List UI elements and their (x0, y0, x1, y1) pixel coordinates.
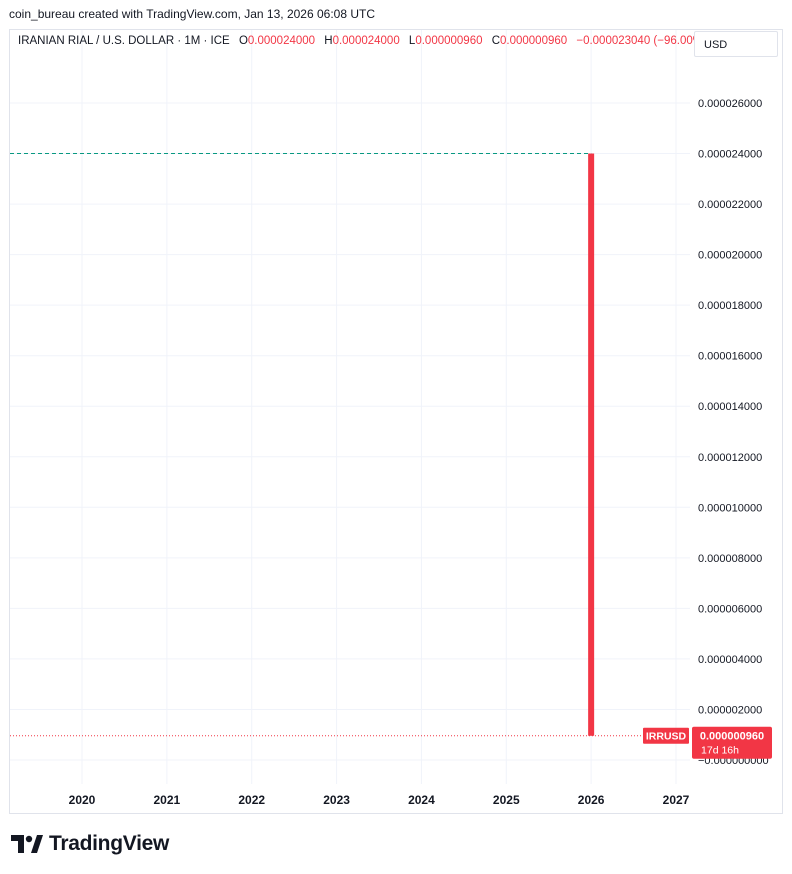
x-tick-label: 2021 (154, 793, 181, 807)
x-tick-label: 2023 (323, 793, 350, 807)
x-tick-label: 2025 (493, 793, 520, 807)
y-tick-label: 0.000018000 (698, 300, 762, 312)
ohlc-legend: IRANIAN RIAL / U.S. DOLLAR · 1M · ICE O0… (18, 35, 707, 47)
y-tick-label: 0.000020000 (698, 250, 762, 262)
x-tick-label: 2024 (408, 793, 435, 807)
high-label: H (324, 35, 333, 47)
high-value: 0.000024000 (332, 35, 400, 47)
y-tick-label: 0.000002000 (698, 704, 762, 716)
y-tick-label: 0.000016000 (698, 351, 762, 363)
tradingview-logo-icon (11, 835, 43, 853)
price-tag-countdown: 17d 16h (701, 745, 739, 757)
symbol-label: IRANIAN RIAL / U.S. DOLLAR · 1M · ICE (18, 35, 230, 47)
change-value: −0.000023040 (−96.00%) (576, 35, 707, 47)
close-label: C (491, 35, 500, 47)
tradingview-logo[interactable]: TradingView (11, 832, 169, 856)
low-value: 0.000000960 (415, 35, 483, 47)
x-tick-label: 2020 (69, 793, 96, 807)
close-value: 0.000000960 (500, 35, 568, 47)
low-label: L (408, 35, 416, 47)
brand-name: TradingView (49, 832, 170, 855)
y-tick-label: 0.000004000 (698, 654, 762, 666)
open-value: 0.000024000 (247, 35, 316, 47)
y-tick-label: 0.000010000 (698, 502, 762, 514)
y-tick-label: 0.000012000 (698, 452, 762, 464)
y-tick-label: 0.000024000 (698, 149, 762, 161)
candle-body (588, 153, 595, 736)
y-tick-label: 0.000026000 (698, 98, 762, 110)
x-tick-label: 2022 (238, 793, 265, 807)
currency-button[interactable]: USD (694, 31, 778, 57)
chart-caption: coin_bureau created with TradingView.com… (9, 7, 375, 21)
chart-frame (9, 29, 783, 814)
x-tick-label: 2026 (578, 793, 605, 807)
y-tick-label: 0.000008000 (698, 553, 762, 565)
ticker-tag (643, 727, 689, 744)
price-tag-value: 0.000000960 (700, 731, 764, 743)
y-tick-label: 0.000022000 (698, 199, 762, 211)
x-tick-label: 2027 (663, 793, 690, 807)
ticker-tag-label: IRRUSD (646, 731, 687, 743)
price-tag (692, 726, 772, 759)
grid-lines (10, 30, 690, 784)
y-tick-label: 0.000014000 (698, 401, 762, 413)
y-tick-label: 0.000006000 (698, 603, 762, 615)
open-label: O (238, 35, 248, 47)
